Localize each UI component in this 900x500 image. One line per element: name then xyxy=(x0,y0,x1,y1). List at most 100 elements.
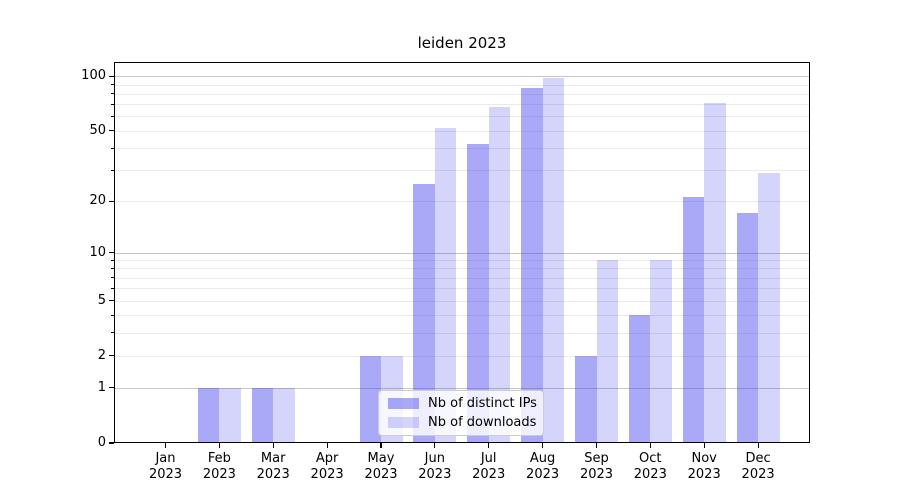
gridline-minor xyxy=(114,288,810,290)
y-tick-label: 0 xyxy=(97,435,106,450)
gridline-minor xyxy=(114,130,810,132)
y-minor-tick-mark xyxy=(111,332,114,334)
bar-downloads-feb xyxy=(219,387,241,443)
x-tick-label: Dec 2023 xyxy=(741,451,775,482)
gridline-minor xyxy=(114,355,810,357)
bar-downloads-jun xyxy=(434,127,457,443)
gridline-minor xyxy=(114,104,810,106)
x-tick-label: Oct 2023 xyxy=(633,451,667,482)
y-minor-tick-mark xyxy=(111,93,114,95)
y-minor-tick-mark xyxy=(111,314,114,316)
bar-distinct-ips-aug xyxy=(521,88,543,443)
gridline-minor xyxy=(114,260,810,262)
chart-title: leiden 2023 xyxy=(417,34,507,52)
gridline-minor xyxy=(114,93,810,95)
bar-distinct-ips-may xyxy=(359,355,381,443)
y-tick-mark xyxy=(109,387,114,389)
gridline-major xyxy=(114,252,810,254)
legend-swatch-downloads xyxy=(388,417,419,429)
gridline-major xyxy=(114,387,810,389)
x-tick-label: Jul 2023 xyxy=(472,451,506,482)
y-minor-tick-mark xyxy=(111,287,114,289)
y-tick-mark xyxy=(109,251,114,254)
x-tick-label: May 2023 xyxy=(364,451,398,482)
y-minor-tick-mark xyxy=(111,115,114,117)
legend-item-distinct-ips: Nb of distinct IPs xyxy=(388,395,537,412)
x-tick-mark xyxy=(488,443,490,448)
x-tick-mark xyxy=(218,443,220,448)
gridline-minor xyxy=(114,277,810,279)
x-tick-mark xyxy=(649,443,651,448)
y-tick-mark xyxy=(109,442,114,444)
legend: Nb of distinct IPs Nb of downloads xyxy=(378,390,544,436)
gridline-minor xyxy=(114,84,810,86)
bar-downloads-mar xyxy=(273,387,295,443)
gridline-minor xyxy=(114,315,810,317)
x-tick-mark xyxy=(272,443,274,448)
gridline-major xyxy=(114,76,810,78)
y-tick-label: 20 xyxy=(89,193,106,209)
bar-distinct-ips-sep xyxy=(575,355,597,443)
y-tick-label: 100 xyxy=(81,68,106,84)
x-tick-label: Nov 2023 xyxy=(687,451,721,482)
x-tick-label: Feb 2023 xyxy=(202,451,236,482)
gridline-minor xyxy=(114,170,810,172)
legend-swatch-distinct-ips xyxy=(388,397,419,409)
y-minor-tick-mark xyxy=(111,169,114,171)
x-tick-mark xyxy=(434,443,436,448)
x-tick-mark xyxy=(326,443,328,448)
plot-area xyxy=(114,62,810,443)
bar-distinct-ips-jun xyxy=(413,184,435,443)
legend-item-downloads: Nb of downloads xyxy=(388,415,537,432)
y-minor-tick-mark xyxy=(111,130,114,132)
gridline-minor xyxy=(114,201,810,203)
x-tick-mark xyxy=(380,443,382,448)
bar-distinct-ips-mar xyxy=(251,387,274,443)
bar-distinct-ips-feb xyxy=(197,387,220,443)
y-minor-tick-mark xyxy=(111,84,114,86)
x-tick-mark xyxy=(757,443,759,448)
y-minor-tick-mark xyxy=(111,267,114,269)
x-tick-label: Aug 2023 xyxy=(526,451,560,482)
y-tick-label: 2 xyxy=(97,347,106,363)
bar-distinct-ips-dec xyxy=(736,213,759,443)
y-minor-tick-mark xyxy=(111,300,114,302)
x-tick-label: Jun 2023 xyxy=(418,451,452,482)
x-tick-label: Jan 2023 xyxy=(148,451,183,482)
x-tick-label: Sep 2023 xyxy=(579,451,614,482)
gridline-minor xyxy=(114,332,810,334)
bar-downloads-jul xyxy=(488,106,511,443)
x-tick-mark xyxy=(703,443,705,448)
x-tick-mark xyxy=(595,443,598,448)
x-tick-mark xyxy=(164,443,167,448)
y-tick-label: 1 xyxy=(97,379,106,395)
gridline-minor xyxy=(114,268,810,270)
x-tick-label: Apr 2023 xyxy=(310,451,344,482)
bar-downloads-oct xyxy=(650,260,672,443)
x-tick-label: Mar 2023 xyxy=(256,451,290,482)
y-tick-label: 10 xyxy=(89,244,106,260)
y-minor-tick-mark xyxy=(111,103,114,105)
gridline-minor xyxy=(114,116,810,118)
bar-distinct-ips-oct xyxy=(628,315,651,443)
y-tick-label: 5 xyxy=(97,292,106,308)
bar-distinct-ips-nov xyxy=(682,197,705,443)
bar-downloads-nov xyxy=(704,103,726,443)
y-minor-tick-mark xyxy=(111,355,114,357)
gridline-minor xyxy=(114,148,810,149)
y-minor-tick-mark xyxy=(111,277,114,279)
bar-downloads-aug xyxy=(542,77,565,443)
gridline-minor xyxy=(114,300,810,302)
y-minor-tick-mark xyxy=(111,147,114,149)
bar-downloads-dec xyxy=(758,172,780,443)
y-tick-mark xyxy=(109,75,114,77)
x-tick-mark xyxy=(542,443,544,448)
legend-label-downloads: Nb of downloads xyxy=(428,415,537,431)
bar-downloads-sep xyxy=(596,260,618,443)
y-tick-label: 50 xyxy=(89,122,106,138)
y-minor-tick-mark xyxy=(111,200,114,202)
y-minor-tick-mark xyxy=(111,259,114,261)
bar-distinct-ips-jul xyxy=(467,144,489,443)
legend-label-distinct-ips: Nb of distinct IPs xyxy=(428,395,537,411)
